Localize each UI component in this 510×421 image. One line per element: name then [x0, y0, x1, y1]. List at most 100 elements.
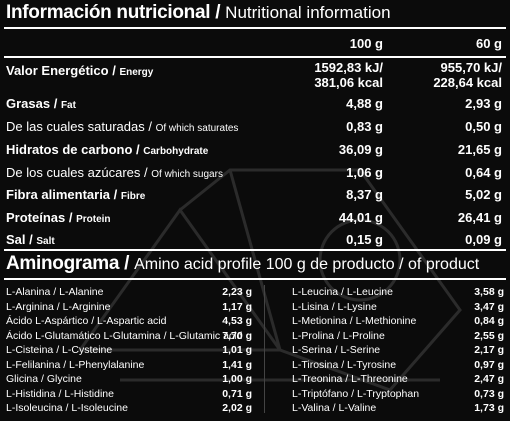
amino-name: L-Valina / L-Valine — [292, 402, 377, 414]
amino-value: 3,58 g — [474, 286, 504, 298]
amino-value: 7,70 g — [222, 329, 252, 342]
value-line: 36,09 g — [338, 142, 383, 157]
amino-title-es: Aminograma — [6, 253, 120, 274]
amino-name: L-Metionina / L-Methionine — [292, 315, 417, 327]
value-line: 381,06 kcal — [314, 75, 383, 90]
amino-row: L-Metionina / L-Methionine 0,84 g — [292, 315, 504, 329]
amino-name: L-Lisina / L-Lysine — [292, 300, 377, 313]
value-line: 0,83 g — [346, 119, 383, 134]
amino-value: 2,17 g — [474, 344, 504, 356]
nutrient-label-es: Proteínas — [6, 210, 66, 225]
amino-value: 2,47 g — [474, 373, 504, 385]
amino-row: L-Treonina / L-Threonine 2,47 g — [292, 373, 504, 387]
value-line: 1592,83 kJ/ — [314, 60, 383, 75]
nutrient-value-100g: 1592,83 kJ/381,06 kcal — [314, 60, 383, 90]
nutrient-label-en: Fat — [60, 100, 76, 111]
nutrient-label-en: Carbohydrate — [143, 146, 209, 157]
amino-value: 0,73 g — [474, 387, 504, 400]
value-line: 44,01 g — [338, 210, 383, 225]
nutrient-label-es: De los cuales azúcares — [6, 165, 141, 180]
amino-row: Ácido L-Glutamático L-Glutamina / L-Glut… — [6, 330, 252, 344]
value-line: 1,06 g — [346, 165, 383, 180]
amino-row: L-Tirosina / L-Tyrosine 0,97 g — [292, 359, 504, 373]
amino-name: Ácido L-Glutamático L-Glutamina / L-Glut… — [6, 329, 243, 342]
nutrient-value-100g: 44,01 g — [339, 210, 383, 225]
label-separator: / — [25, 232, 37, 247]
label-separator: / — [144, 119, 156, 134]
amino-value: 2,02 g — [222, 402, 252, 414]
nutrient-label: Proteínas / Protein — [6, 210, 111, 225]
label-separator: / — [50, 96, 61, 111]
nutrient-label-es: Hidratos de carbono — [6, 142, 133, 157]
amino-value: 1,41 g — [222, 358, 252, 371]
nutrient-label-en: Energy — [119, 67, 154, 78]
nutrient-label-en: Fibre — [120, 191, 146, 202]
amino-title-separator: / — [119, 253, 135, 274]
nutrient-value-60g: 5,02 g — [465, 187, 502, 202]
amino-value: 1,73 g — [474, 402, 504, 414]
value-line: 8,37 g — [346, 187, 383, 202]
nutrient-value-100g: 1,06 g — [346, 165, 383, 180]
amino-value: 4,53 g — [222, 315, 252, 327]
amino-name: L-Felilanina / L-Phenylalanine — [6, 358, 145, 371]
amino-name: L-Triptófano / L-Tryptophan — [292, 387, 420, 400]
amino-title: Aminograma / Amino acid profile 100 g de… — [6, 253, 479, 275]
value-line: 955,70 kJ/ — [440, 60, 502, 75]
nutrient-value-60g: 0,09 g — [465, 232, 502, 247]
nutrient-label-es: Grasas — [6, 96, 51, 111]
amino-title-en: Amino acid profile 100 g de producto / o… — [134, 256, 480, 273]
amino-row: L-Lisina / L-Lysine 3,47 g — [292, 301, 504, 315]
nutrient-value-100g: 0,15 g — [346, 232, 383, 247]
nutrient-value-60g: 0,64 g — [465, 165, 502, 180]
nutrition-title: Información nutricional / Nutritional in… — [6, 2, 391, 24]
amino-row: L-Valina / L-Valine 1,73 g — [292, 402, 504, 416]
nutrient-value-100g: 0,83 g — [346, 119, 383, 134]
amino-name: L-Histidina / L-Histidine — [6, 387, 114, 400]
amino-name: Ácido L-Aspártico / L-Aspartic acid — [6, 315, 167, 327]
nutrient-label-es: De las cuales saturadas — [6, 119, 145, 134]
value-line: 21,65 g — [457, 142, 502, 157]
amino-value: 1,01 g — [222, 344, 252, 356]
amino-row: L-Isoleucina / L-Isoleucine 2,02 g — [6, 402, 252, 416]
nutrient-label: Hidratos de carbono / Carbohydrate — [6, 142, 208, 157]
amino-row: L-Felilanina / L-Phenylalanine 1,41 g — [6, 359, 252, 373]
nutrient-value-60g: 0,50 g — [465, 119, 502, 134]
nutrient-label-en: Of which sugars — [151, 169, 223, 180]
amino-row: L-Arginina / L-Arginine 1,17 g — [6, 301, 252, 315]
value-line: 2,93 g — [465, 96, 502, 111]
nutrient-value-60g: 26,41 g — [458, 210, 502, 225]
amino-value: 1,17 g — [222, 300, 252, 313]
value-line: 0,64 g — [465, 165, 502, 180]
amino-value: 0,71 g — [222, 387, 252, 400]
value-line: 228,64 kcal — [433, 75, 502, 90]
label-separator: / — [132, 142, 144, 157]
nutrient-label-es: Valor Energético — [6, 63, 109, 78]
amino-value: 0,97 g — [474, 358, 504, 371]
top-rule — [4, 27, 506, 29]
amino-row: L-Leucina / L-Leucine 3,58 g — [292, 286, 504, 300]
value-line: 5,02 g — [465, 187, 502, 202]
nutrient-label: Valor Energético / Energy — [6, 63, 153, 78]
amino-name: Glicina / Glycine — [6, 373, 82, 385]
header-rule — [4, 56, 506, 58]
amino-name: L-Prolina / L-Proline — [292, 329, 385, 342]
nutrient-label-en: Protein — [76, 214, 111, 225]
amino-name: L-Tirosina / L-Tyrosine — [292, 358, 397, 371]
column-header-60g: 60 g — [475, 36, 502, 51]
nutrient-label: Fibra alimentaria / Fibre — [6, 187, 145, 202]
value-line: 4,88 g — [346, 96, 383, 111]
amino-column-divider — [264, 285, 265, 413]
label-separator: / — [140, 165, 152, 180]
amino-value: 3,47 g — [474, 300, 504, 313]
nutrient-label: Sal / Salt — [6, 232, 55, 247]
amino-row: L-Cisteina / L-Cysteine 1,01 g — [6, 344, 252, 358]
nutrient-label-en: Of which saturates — [155, 123, 239, 134]
amino-row: L-Triptófano / L-Tryptophan 0,73 g — [292, 388, 504, 402]
nutrients-bottom-rule — [4, 249, 506, 251]
nutrient-value-60g: 2,93 g — [465, 96, 502, 111]
nutrient-value-60g: 955,70 kJ/228,64 kcal — [433, 60, 502, 90]
amino-value: 0,84 g — [474, 315, 504, 327]
amino-value: 2,23 g — [222, 286, 252, 298]
label-separator: / — [65, 210, 77, 225]
amino-row: L-Serina / L-Serine 2,17 g — [292, 344, 504, 358]
